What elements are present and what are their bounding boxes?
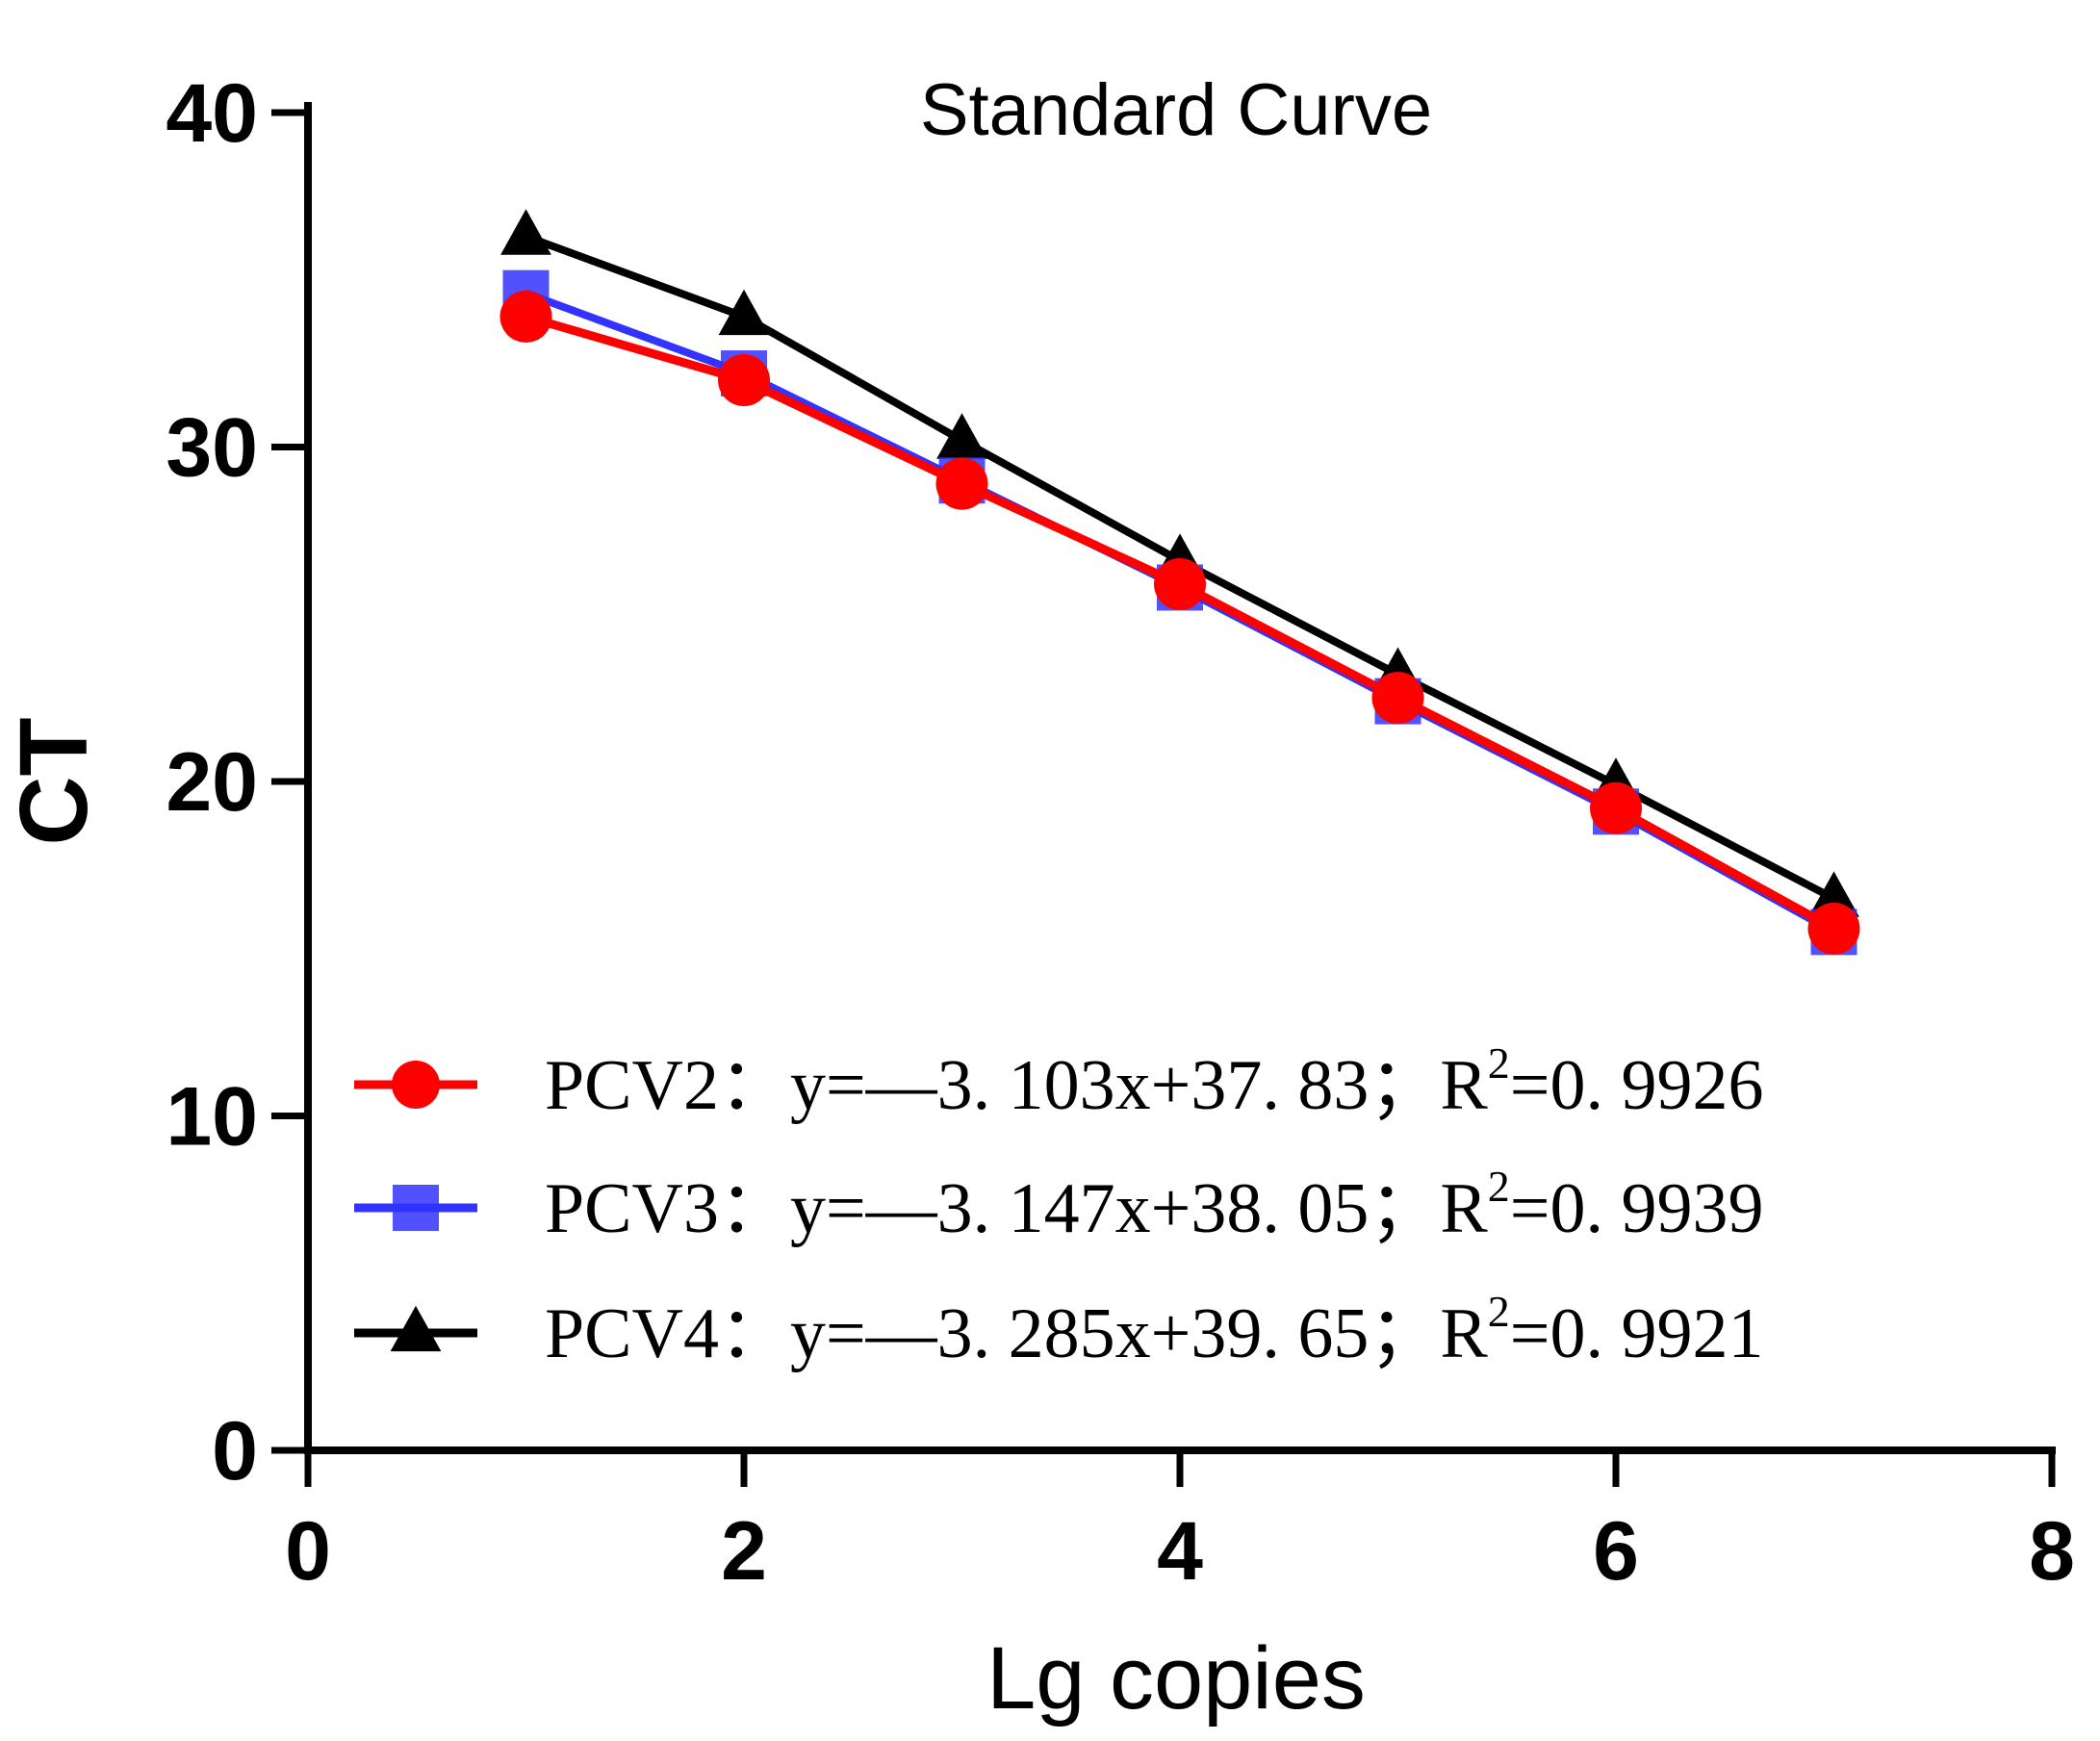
legend-item-pcv3: PCV3：y=—3. 147x+38. 05；R2=0. 9939 (354, 1162, 1764, 1248)
data-point-pcv4 (500, 209, 551, 255)
x-tick-label: 0 (285, 1505, 331, 1598)
x-tick-label: 8 (2029, 1505, 2075, 1598)
legend-swatch-marker (392, 1061, 440, 1109)
legend-label-main: PCV2：y=—3. 103x+37. 83；R (545, 1046, 1488, 1125)
legend-label-superscript: 2 (1488, 1038, 1510, 1088)
legend-label: PCV4：y=—3. 285x+39. 65；R2=0. 9921 (545, 1287, 1764, 1373)
data-point-pcv2 (1590, 781, 1642, 834)
x-tick-label: 4 (1157, 1505, 1203, 1598)
y-tick-label: 40 (166, 67, 258, 160)
data-point-pcv2 (499, 290, 552, 343)
legend-label-main: PCV3：y=—3. 147x+38. 05；R (545, 1169, 1488, 1248)
data-point-pcv2 (1807, 902, 1860, 955)
legend-label-superscript: 2 (1488, 1287, 1510, 1336)
x-ticks: 0 2 4 6 8 (285, 1450, 2075, 1598)
legend-swatch-marker (393, 1185, 439, 1231)
data-point-pcv2 (935, 457, 988, 510)
data-point-pcv2 (1371, 672, 1424, 725)
x-tick-label: 6 (1593, 1505, 1639, 1598)
legend-label-main: PCV4：y=—3. 285x+39. 65；R (545, 1294, 1488, 1373)
y-tick-label: 30 (166, 402, 258, 495)
y-tick-label: 20 (166, 736, 258, 829)
legend-item-pcv2: PCV2：y=—3. 103x+37. 83；R2=0. 9926 (354, 1038, 1764, 1125)
legend-label-value: =0. 9921 (1510, 1294, 1764, 1373)
data-point-pcv2 (1154, 557, 1206, 610)
y-tick-label: 0 (212, 1405, 258, 1498)
series-pcv2 (499, 290, 1860, 955)
x-tick-label: 2 (721, 1505, 767, 1598)
series-layer (499, 209, 1860, 956)
x-axis-title: Lg copies (986, 1629, 1366, 1728)
legend: PCV2：y=—3. 103x+37. 83；R2=0. 9926PCV3：y=… (354, 1038, 1764, 1373)
data-point-pcv4 (718, 289, 770, 336)
legend-label-superscript: 2 (1488, 1162, 1510, 1211)
legend-swatch-marker (390, 1305, 442, 1352)
y-ticks: 0 10 20 30 40 (166, 67, 308, 1498)
series-line-pcv2 (525, 312, 1836, 933)
legend-label-value: =0. 9939 (1510, 1169, 1764, 1248)
legend-label-value: =0. 9926 (1510, 1046, 1764, 1125)
legend-label: PCV2：y=—3. 103x+37. 83；R2=0. 9926 (545, 1038, 1764, 1125)
y-axis-title: CT (0, 717, 108, 845)
legend-label: PCV3：y=—3. 147x+38. 05；R2=0. 9939 (545, 1162, 1764, 1248)
y-tick-label: 10 (166, 1071, 258, 1164)
chart-title: Standard Curve (920, 69, 1432, 151)
data-point-pcv4 (936, 413, 987, 459)
data-point-pcv4 (1808, 871, 1859, 917)
legend-item-pcv4: PCV4：y=—3. 285x+39. 65；R2=0. 9921 (354, 1287, 1764, 1373)
data-point-pcv2 (718, 354, 770, 406)
